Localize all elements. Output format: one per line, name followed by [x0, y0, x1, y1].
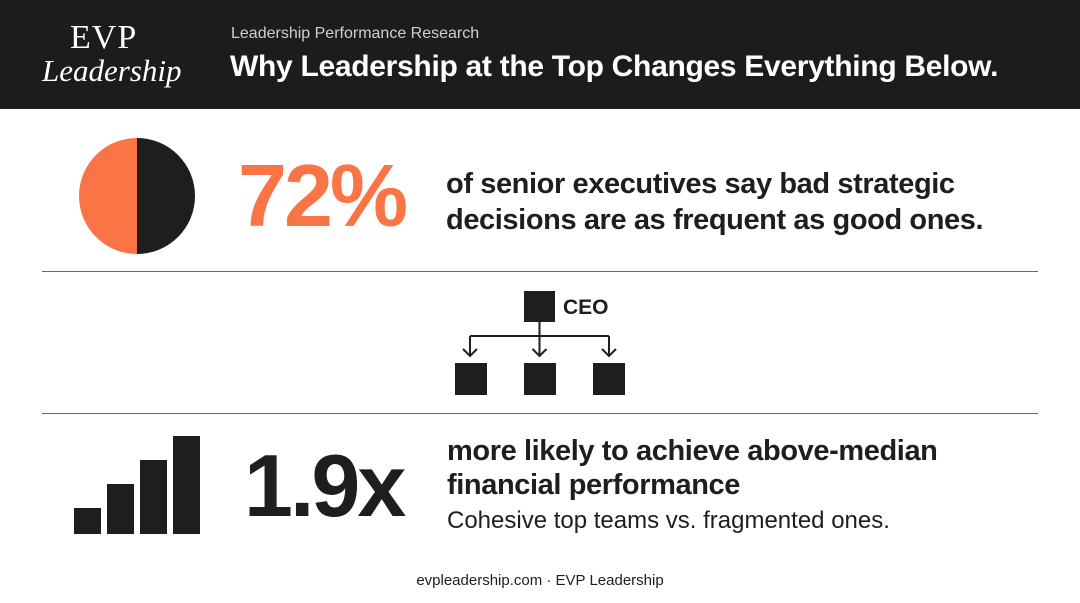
divider-top — [42, 271, 1038, 272]
bar-4 — [173, 436, 200, 534]
stat1-description-line2: decisions are as frequent as good ones. — [446, 204, 984, 236]
pie-chart-icon — [79, 138, 195, 254]
stat2-description-line2: financial performance — [447, 469, 740, 501]
stat2-description: more likely to achieve above-median fina… — [447, 434, 938, 502]
report-box-center — [524, 363, 556, 395]
bar-2 — [107, 484, 134, 534]
logo-evp-text: EVP — [70, 19, 138, 56]
report-box-right — [593, 363, 625, 395]
report-box-left — [455, 363, 487, 395]
footer-text: evpleadership.com · EVP Leadership — [416, 572, 664, 589]
pie-slice-dark — [137, 138, 195, 254]
stat-percentage: 72% — [238, 146, 408, 245]
ceo-label: CEO — [563, 296, 609, 319]
stat1-description: of senior executives say bad strategic d… — [446, 166, 984, 238]
stat2-subtext: Cohesive top teams vs. fragmented ones. — [447, 507, 890, 534]
header-bar: EVP Leadership Leadership Performance Re… — [0, 0, 1080, 109]
divider-bottom — [42, 413, 1038, 414]
header-kicker: Leadership Performance Research — [231, 25, 480, 42]
pie-slice-orange — [79, 138, 137, 254]
bar-1 — [74, 508, 101, 534]
org-chart-icon — [455, 291, 625, 395]
bar-chart-icon — [74, 436, 200, 534]
stat-multiplier: 1.9x — [244, 436, 406, 535]
bar-3 — [140, 460, 167, 534]
logo-leadership-text: Leadership — [42, 53, 182, 88]
ceo-box — [524, 291, 555, 322]
stat2-description-line1: more likely to achieve above-median — [447, 435, 938, 467]
page-title: Why Leadership at the Top Changes Everyt… — [230, 50, 999, 83]
stat1-description-line1: of senior executives say bad strategic — [446, 168, 955, 200]
